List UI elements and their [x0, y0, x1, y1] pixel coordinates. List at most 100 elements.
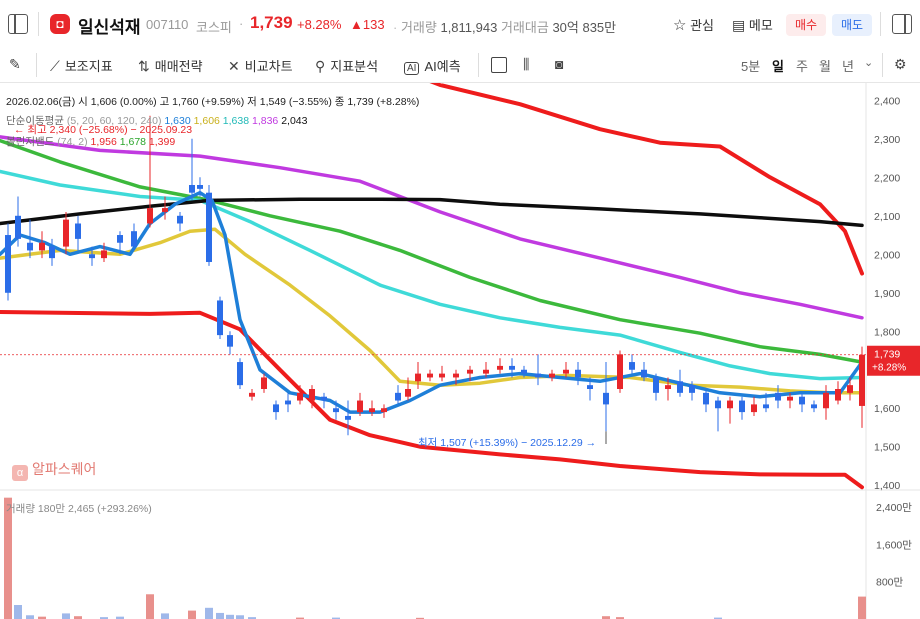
timeframe-year[interactable]: 년	[842, 59, 854, 74]
volume-bar	[62, 613, 70, 619]
candle-body	[689, 385, 695, 393]
candle-body	[273, 404, 279, 413]
candle-body	[285, 400, 291, 405]
volume-bar	[14, 605, 22, 619]
volume-legend: 거래량 180만 2,465 (+293.26%)	[6, 501, 152, 516]
settings-button[interactable]: ⚙	[894, 56, 912, 74]
amount-label: 거래대금	[500, 20, 549, 35]
ma-label: 단순이동평균	[6, 115, 64, 127]
price-axis-label: 2,200	[874, 172, 900, 184]
right-panel-toggle-icon[interactable]	[892, 14, 912, 34]
low-annotation: 최저 1,507 (+15.39%) − 2025.12.29 →	[418, 437, 597, 449]
volume-bar	[602, 616, 610, 619]
candle-body	[63, 219, 69, 247]
price-axis-label: 1,900	[874, 288, 900, 300]
camera-icon: ◙	[555, 56, 564, 72]
candle-body	[369, 408, 375, 413]
volume-bar	[188, 610, 196, 619]
compare-icon: ✕	[228, 58, 240, 74]
sell-button[interactable]: 매도	[832, 14, 872, 36]
volume-bar	[100, 617, 108, 619]
volume-axis-label: 800만	[876, 577, 904, 589]
volume-summary: · 거래량 1,811,943 거래대금 30억 835만	[393, 20, 617, 35]
draw-tool-button[interactable]: ✎	[9, 56, 26, 73]
ai-predict-button[interactable]: AI AI예측	[404, 56, 461, 75]
candle-body	[147, 208, 153, 224]
bb-label: 볼린저밴드	[6, 136, 55, 148]
candle-body	[49, 246, 55, 259]
stock-logo: ◘	[50, 14, 70, 34]
ma60-value: 1,638	[222, 115, 250, 127]
chevron-down-icon[interactable]: ⌄	[864, 57, 874, 69]
divider	[478, 53, 479, 77]
volume-bar	[4, 497, 12, 619]
favorite-button[interactable]: ☆ 관심	[673, 15, 714, 34]
ma120-line	[0, 135, 864, 320]
screenshot-button[interactable]: ◙	[555, 56, 568, 72]
timeframe-week[interactable]: 주	[796, 59, 808, 74]
memo-button[interactable]: ▤ 메모	[732, 15, 773, 34]
ma240-line	[0, 197, 864, 228]
stock-name[interactable]: 일신석재	[78, 18, 141, 37]
ohlc-info: 2026.02.06(금) 시 1,606 (0.00%) 고 1,760 (+…	[6, 94, 419, 109]
price-axis-label: 2,300	[874, 134, 900, 146]
ma-legend: 단순이동평균 (5, 20, 60, 120, 240) 1,630 1,606…	[6, 113, 307, 128]
ma20-line	[0, 227, 864, 395]
square-icon[interactable]	[491, 57, 507, 73]
compare-label: 비교차트	[244, 59, 293, 74]
indicators-button[interactable]: ⟋ 보조지표	[50, 56, 113, 75]
price-axis-label: 1,400	[874, 480, 900, 492]
candle-body	[321, 396, 327, 401]
candle-body	[333, 408, 339, 413]
bb-upper-value: 1,956	[90, 136, 117, 148]
candle-body	[439, 373, 445, 378]
analysis-icon: ⚲	[315, 58, 326, 74]
candle-body	[629, 362, 635, 370]
price-axis-label: 1,800	[874, 326, 900, 338]
buy-button[interactable]: 매수	[786, 14, 826, 36]
candle-body	[617, 354, 623, 389]
compare-button[interactable]: ✕ 비교차트	[228, 56, 293, 75]
change-amount: ▲133	[350, 17, 385, 32]
candle-body	[189, 185, 195, 193]
candle-body	[415, 373, 421, 382]
pencil-icon: ✎	[9, 56, 21, 72]
chart-area[interactable]: 2,4002,3002,2002,1002,0001,9001,8001,700…	[0, 83, 920, 619]
price-axis-label: 1,600	[874, 403, 900, 415]
candle-body	[217, 300, 223, 336]
candle-body	[587, 385, 593, 389]
candle-body	[405, 389, 411, 397]
volume-label: 거래량	[400, 20, 437, 35]
bb-legend: 볼린저밴드 (74, 2) 1,956 1,678 1,399	[6, 134, 175, 149]
candle-body	[39, 242, 45, 251]
alphasquare-icon: α	[12, 465, 28, 481]
market-label: 코스피	[196, 20, 232, 35]
ma60-line	[0, 169, 864, 381]
candlestick-icon: ⫼	[523, 56, 530, 72]
chart-toolbar: ✎ ⟋ 보조지표 ⇅ 매매전략 ✕ 비교차트 ⚲ 지표분석 AI AI예측 ⫼ ◙ 5분 …	[0, 48, 920, 83]
analysis-button[interactable]: ⚲ 지표분석	[315, 56, 378, 75]
timeframe-5min[interactable]: 5분	[741, 59, 761, 74]
candle-body	[799, 396, 805, 405]
price-chart[interactable]: 2,4002,3002,2002,1002,0001,9001,8001,700…	[0, 83, 920, 619]
ma5-line	[0, 190, 864, 414]
current-price-tag-price: 1,739	[874, 349, 900, 361]
strategy-button[interactable]: ⇅ 매매전략	[138, 56, 203, 75]
candle-body	[835, 389, 841, 401]
candle-body	[357, 400, 363, 413]
candle-body	[261, 377, 267, 389]
current-price-tag	[867, 345, 920, 376]
amount-value: 30억 835만	[552, 20, 617, 35]
left-panel-toggle-icon[interactable]	[8, 14, 28, 34]
timeframe-day[interactable]: 일	[772, 59, 784, 74]
candle-body	[575, 369, 581, 378]
timeframe-month[interactable]: 월	[819, 59, 831, 74]
volume-bar	[38, 616, 46, 619]
candle-type-button[interactable]: ⫼	[523, 56, 534, 73]
candle-body	[521, 369, 527, 374]
candle-body	[811, 404, 817, 409]
candle-body	[345, 415, 351, 420]
favorite-label: 관심	[690, 18, 714, 33]
candle-body	[101, 250, 107, 259]
watermark-logo: α 알파스퀘어	[12, 459, 96, 481]
